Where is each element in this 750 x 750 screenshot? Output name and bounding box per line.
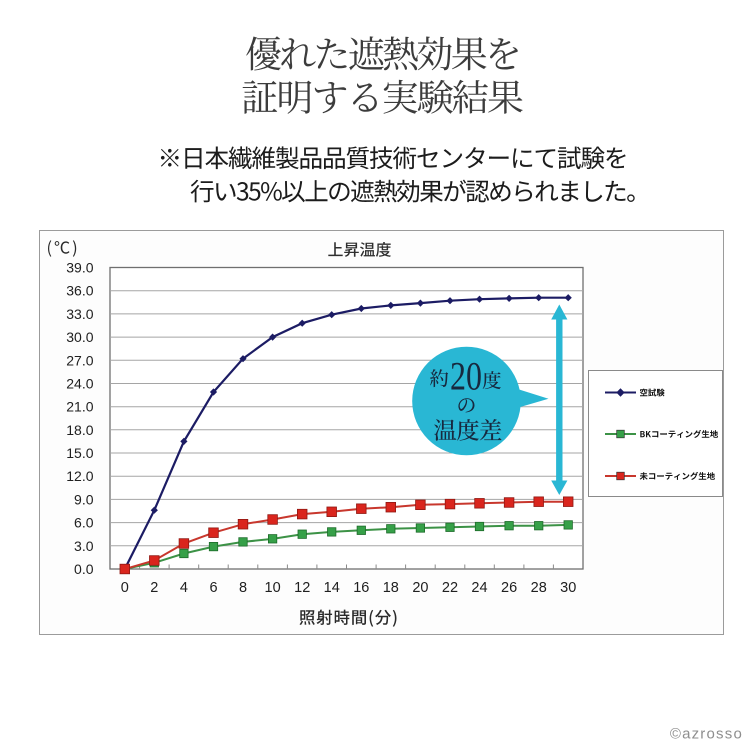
- svg-text:0.0: 0.0: [74, 561, 94, 577]
- svg-text:21.0: 21.0: [66, 399, 93, 415]
- svg-text:26: 26: [501, 580, 517, 596]
- svg-text:12: 12: [294, 580, 310, 596]
- svg-text:24: 24: [471, 580, 487, 596]
- svg-text:9.0: 9.0: [74, 491, 94, 507]
- svg-text:15.0: 15.0: [66, 445, 93, 461]
- svg-text:14: 14: [324, 580, 340, 596]
- svg-text:2: 2: [150, 580, 158, 596]
- svg-text:36.0: 36.0: [66, 283, 93, 299]
- svg-text:8: 8: [239, 580, 247, 596]
- svg-text:4: 4: [180, 580, 188, 596]
- svg-text:39.0: 39.0: [66, 260, 93, 276]
- svg-text:©azrosso: ©azrosso: [670, 726, 743, 743]
- svg-text:16: 16: [353, 580, 369, 596]
- svg-text:18: 18: [383, 580, 399, 596]
- svg-text:3.0: 3.0: [74, 538, 94, 554]
- svg-text:6: 6: [209, 580, 217, 596]
- svg-text:30.0: 30.0: [66, 329, 93, 345]
- svg-text:27.0: 27.0: [66, 352, 93, 368]
- svg-text:24.0: 24.0: [66, 376, 93, 392]
- svg-text:0: 0: [121, 580, 129, 596]
- svg-text:20: 20: [450, 354, 482, 399]
- svg-text:28: 28: [531, 580, 547, 596]
- svg-text:12.0: 12.0: [66, 468, 93, 484]
- svg-text:18.0: 18.0: [66, 422, 93, 438]
- svg-text:33.0: 33.0: [66, 306, 93, 322]
- svg-text:22: 22: [442, 580, 458, 596]
- svg-text:6.0: 6.0: [74, 515, 94, 531]
- svg-text:10: 10: [265, 580, 281, 596]
- svg-text:20: 20: [412, 580, 428, 596]
- svg-text:30: 30: [560, 580, 576, 596]
